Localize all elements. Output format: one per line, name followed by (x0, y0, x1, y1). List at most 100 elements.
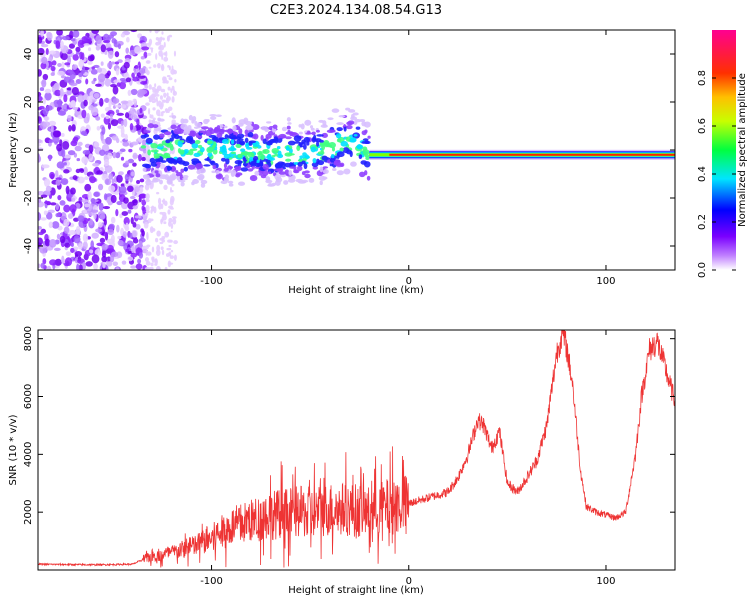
spectrogram-noise-blob (156, 99, 159, 107)
spectrogram-noise-blob (117, 43, 121, 50)
spectrogram-noise-blob (69, 30, 74, 39)
spectrogram-signal-blob (336, 122, 344, 126)
spectrogram-signal-blob (244, 120, 253, 126)
snr-xtick-label: 100 (596, 576, 615, 587)
spectrogram-noise-blob (48, 221, 53, 229)
spectrogram-signal-blob (163, 131, 172, 136)
spectrogram-noise-blob (117, 235, 122, 240)
spectrogram-noise-blob (49, 239, 57, 248)
spectrogram-noise-blob (76, 263, 80, 270)
spectrogram-noise-blob (134, 215, 142, 219)
spectrogram-noise-blob (42, 121, 51, 128)
spectrogram-noise-blob (124, 173, 130, 182)
spectrogram-noise-blob (158, 50, 163, 57)
spectrogram-noise-blob (156, 62, 161, 69)
spectrogram-signal-blob (327, 117, 334, 121)
spectrogram-noise-blob (159, 95, 163, 100)
spectrogram-signal-blob (196, 122, 202, 129)
spectrogram-noise-blob (169, 255, 174, 259)
spectrogram-signal-blob (265, 140, 273, 146)
spectrogram-signal-blob (182, 177, 188, 181)
spectrogram-noise-blob (148, 38, 153, 45)
spectrogram-noise-blob (59, 87, 64, 97)
spectrogram-noise-blob (101, 255, 108, 263)
spectrogram-signal-blob (155, 173, 161, 178)
spectrogram-signal-blob (302, 180, 307, 184)
spectrogram-noise-blob (146, 233, 149, 240)
spectrogram-noise-blob (106, 244, 114, 252)
spectrogram-signal-blob (343, 126, 347, 132)
spectrogram-noise-blob (70, 187, 76, 195)
spectrogram-noise-blob (102, 205, 111, 210)
spectrogram-signal-blob (235, 173, 241, 178)
spectrogram-noise-blob (75, 46, 81, 53)
spectrogram-signal-blob (150, 149, 159, 153)
spectrogram-noise-blob (139, 107, 143, 114)
spectrogram-noise-blob (107, 201, 113, 206)
spectrogram-signal-blob (304, 170, 310, 174)
spectrogram-noise-blob (123, 118, 128, 128)
spectrogram-signal-blob (268, 182, 273, 187)
spectrogram-noise-blob (143, 221, 149, 229)
spectrogram-noise-blob (81, 199, 89, 203)
spectrogram-signal-blob (245, 143, 250, 148)
spectrogram-noise-blob (90, 69, 98, 75)
spectrogram-noise-blob (98, 202, 104, 211)
spectrogram-noise-blob (158, 202, 162, 210)
spectrogram-noise-blob (122, 231, 127, 238)
spectrogram-noise-blob (134, 65, 139, 69)
spectrogram-signal-blob (163, 153, 169, 158)
spectrogram-signal-blob (150, 161, 158, 167)
spectrogram-noise-blob (50, 65, 56, 72)
spectrogram-noise-blob (79, 168, 85, 173)
spectrogram-signal-blob (157, 117, 162, 122)
spectrogram-noise-blob (108, 99, 112, 108)
spectrogram-noise-blob (63, 169, 70, 174)
spectrogram-noise-blob (101, 243, 109, 250)
spectrogram-signal-blob (247, 131, 254, 138)
spectrogram-noise-blob (49, 171, 55, 179)
spectrogram-noise-blob (138, 252, 144, 259)
spectrogram-signal-blob (356, 144, 364, 150)
spectrogram-noise-blob (107, 228, 115, 236)
spectrogram-noise-blob (91, 254, 100, 264)
spectrogram-signal-blob (298, 131, 303, 135)
spectrogram-signal-blob (362, 149, 370, 156)
spectrogram-noise-blob (56, 143, 63, 152)
spectrogram-noise-blob (153, 98, 157, 103)
spectrogram-noise-blob (165, 80, 169, 84)
spectrogram-noise-blob (146, 52, 152, 56)
snr-xlabel: Height of straight line (km) (288, 585, 424, 596)
spectrogram-signal-blob (229, 134, 237, 140)
spectrogram-noise-blob (90, 240, 94, 250)
spectrogram-noise-blob (100, 44, 107, 53)
spectrogram-signal-blob (321, 132, 328, 138)
spectrogram-noise-blob (131, 72, 135, 79)
spectrogram-noise-blob (136, 119, 140, 126)
spectrogram-noise-blob (105, 136, 112, 145)
spectrogram-signal-blob (340, 140, 348, 147)
spectrogram-noise-blob (120, 126, 125, 136)
spectrogram-noise-blob (67, 114, 72, 122)
spectrogram-signal-blob (361, 141, 367, 144)
spectrogram-noise-blob (70, 100, 77, 108)
spectrogram-signal-blob (215, 114, 222, 117)
spectrogram-xlabel: Height of straight line (km) (288, 285, 424, 296)
spectrogram-noise-blob (108, 172, 114, 180)
spectrogram-noise-blob (96, 67, 103, 73)
spectrogram-signal-blob (308, 177, 315, 183)
snr-ytick-label: 4000 (23, 442, 34, 467)
spectrogram-signal-blob (312, 166, 319, 170)
spectrogram-noise-blob (130, 30, 138, 33)
spectrogram-noise-blob (86, 96, 92, 101)
spectrogram-noise-blob (68, 124, 72, 132)
spectrogram-signal-blob (195, 162, 203, 170)
spectrogram-signal-blob (254, 170, 260, 176)
spectrogram-signal-blob (281, 126, 287, 132)
spectrogram-noise-blob (45, 48, 49, 55)
spectrogram-noise-blob (48, 139, 54, 144)
spectrogram-noise-blob (87, 191, 92, 201)
spectrogram-signal-blob (180, 168, 185, 173)
spectrogram-noise-blob (57, 62, 62, 67)
spectrogram-signal-blob (211, 170, 216, 174)
